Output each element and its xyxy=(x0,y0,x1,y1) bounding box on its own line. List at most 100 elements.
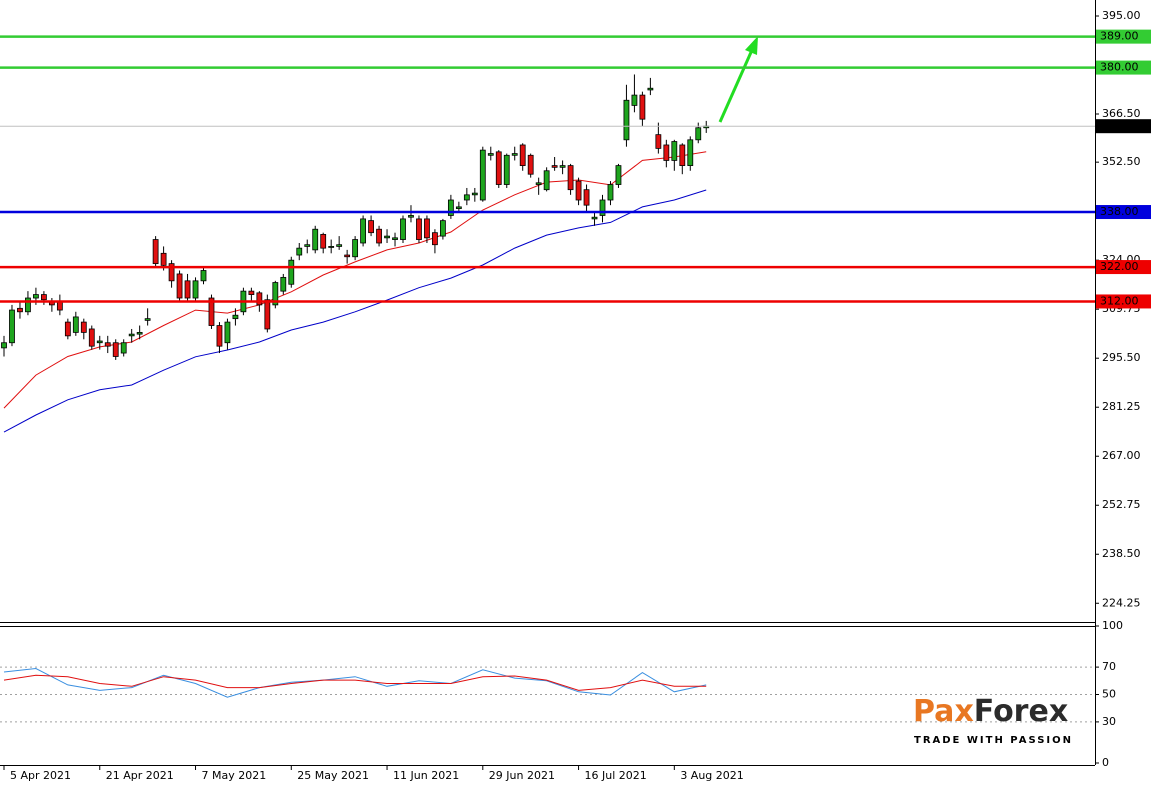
candle-body xyxy=(479,149,486,201)
level-label-box xyxy=(1096,29,1151,44)
candle-body xyxy=(216,325,223,347)
candle-body xyxy=(280,276,287,292)
candle-body xyxy=(344,254,351,258)
candle-body xyxy=(695,127,702,141)
y-tick-label: 70 xyxy=(1102,660,1116,673)
candle-body xyxy=(192,280,199,299)
candle-body xyxy=(487,153,494,156)
candle-body xyxy=(471,192,478,196)
y-tick-label: 267.00 xyxy=(1102,449,1141,462)
candle-body xyxy=(168,263,175,282)
candle-body xyxy=(511,153,518,156)
candle-body xyxy=(352,239,359,258)
candle-body xyxy=(304,244,311,247)
candle-body xyxy=(33,294,39,299)
y-tick-label: 252.75 xyxy=(1102,498,1141,511)
y-tick-label: 366.50 xyxy=(1102,107,1141,120)
level-label: 312.00 xyxy=(1100,294,1139,307)
candle-body xyxy=(631,94,638,106)
candle-body xyxy=(376,228,382,244)
candle-body xyxy=(463,194,470,201)
level-label: 389.00 xyxy=(1100,30,1139,43)
candle-body xyxy=(80,321,87,333)
candle-body xyxy=(455,206,462,209)
candle-body xyxy=(503,154,510,185)
candle-body xyxy=(439,220,446,237)
level-label: 380.00 xyxy=(1100,61,1139,74)
candle-body xyxy=(368,220,374,234)
candle-body xyxy=(136,332,143,335)
x-tick-label: 16 Jul 2021 xyxy=(585,769,647,782)
candle-body xyxy=(360,218,367,244)
y-tick-label: 30 xyxy=(1102,715,1116,728)
candle-body xyxy=(384,235,390,239)
candle-body xyxy=(679,144,686,167)
candle-body xyxy=(647,87,654,91)
candle-body xyxy=(128,333,135,337)
level-label: 322.00 xyxy=(1100,260,1139,273)
level-label-box xyxy=(1096,260,1151,275)
candle-body xyxy=(392,237,398,240)
candle-body xyxy=(312,228,319,251)
candle-body xyxy=(88,328,95,347)
x-tick-label: 7 May 2021 xyxy=(202,769,267,782)
candle-body xyxy=(495,151,502,185)
y-tick-label: 100 xyxy=(1102,619,1123,632)
candle-body xyxy=(599,199,606,216)
candle-body xyxy=(120,342,127,354)
candle-body xyxy=(639,94,646,120)
x-tick-label: 5 Apr 2021 xyxy=(10,769,71,782)
candle-body xyxy=(184,280,191,299)
candle-body xyxy=(17,307,23,313)
candle-body xyxy=(583,189,590,206)
candle-body xyxy=(527,154,534,175)
candle-body xyxy=(160,252,167,266)
candle-body xyxy=(519,144,526,167)
x-tick-label: 21 Apr 2021 xyxy=(106,769,174,782)
level-label-box xyxy=(1096,205,1151,220)
logo-part: Forex xyxy=(974,694,1068,729)
candle-body xyxy=(41,294,47,301)
y-tick-label: 295.50 xyxy=(1102,351,1141,364)
candle-body xyxy=(264,299,271,330)
candle-body xyxy=(296,247,303,256)
level-label: 338.00 xyxy=(1100,205,1139,218)
candle-body xyxy=(416,218,422,240)
candle-body xyxy=(575,180,582,201)
x-tick-label: 29 Jun 2021 xyxy=(489,769,555,782)
level-label-box xyxy=(1096,294,1151,309)
logo: PaxForex TRADE WITH PASSION xyxy=(913,694,1071,747)
candle-body xyxy=(224,321,231,344)
candle-body xyxy=(432,232,438,246)
candle-body xyxy=(200,270,207,282)
candle-body xyxy=(56,301,63,311)
logo-part: Pa xyxy=(913,694,954,729)
level-label-box xyxy=(1096,60,1151,75)
candle-body xyxy=(328,246,335,248)
candle-body xyxy=(447,199,454,216)
y-tick-label: 50 xyxy=(1102,688,1116,701)
indicator-line xyxy=(3,674,707,691)
x-tick-label: 25 May 2021 xyxy=(297,769,369,782)
candle-body xyxy=(152,239,159,265)
candle-body xyxy=(1,342,7,349)
candle-body xyxy=(607,184,614,201)
candle-body xyxy=(320,233,327,249)
candle-body xyxy=(408,215,414,218)
x-tick-label: 11 Jun 2021 xyxy=(393,769,459,782)
y-tick-label: 352.50 xyxy=(1102,155,1141,168)
y-tick-label: 0 xyxy=(1102,756,1109,769)
moving-average xyxy=(3,189,707,433)
y-tick-label: 281.25 xyxy=(1102,400,1141,413)
level-label-box xyxy=(1096,119,1151,134)
candle-body xyxy=(615,165,622,185)
y-tick-label: 224.25 xyxy=(1102,596,1141,609)
candle-body xyxy=(112,342,119,357)
candle-body xyxy=(25,297,31,313)
candle-body xyxy=(288,259,295,285)
logo-text: PaxForex xyxy=(913,694,1068,729)
candle-body xyxy=(248,290,255,295)
candle-body xyxy=(655,134,662,149)
y-tick-label: 238.50 xyxy=(1102,547,1141,560)
candle-body xyxy=(256,292,263,306)
